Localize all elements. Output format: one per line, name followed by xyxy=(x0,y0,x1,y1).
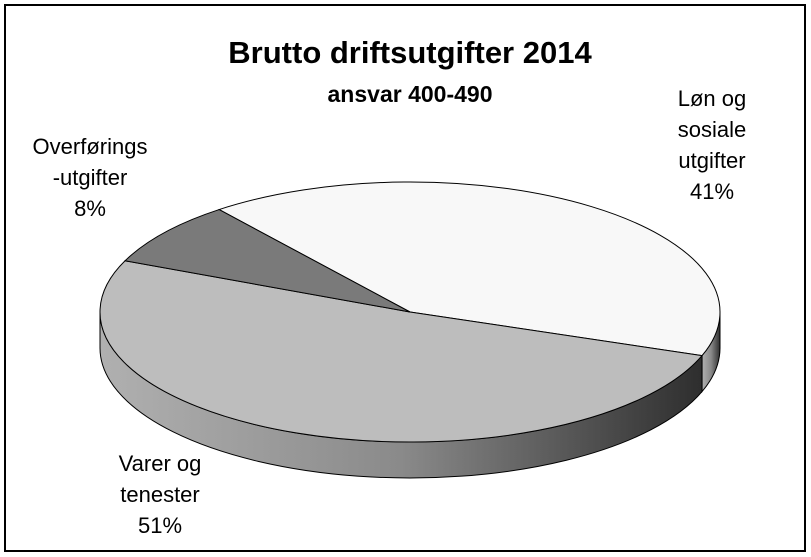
slice-value-label: 51% xyxy=(138,513,182,538)
slice-label-line: sosiale xyxy=(678,117,746,142)
slice-label-line: Løn og xyxy=(678,86,747,111)
slice-label-line: utgifter xyxy=(678,148,745,173)
slice-value-label: 41% xyxy=(690,179,734,204)
slice-label-line: Varer og xyxy=(119,451,202,476)
slice-label: Overførings -utgifter 8% xyxy=(33,134,148,221)
chart-subtitle: ansvar 400-490 xyxy=(328,81,493,107)
slice xyxy=(217,181,721,357)
slice-label-line: Overførings xyxy=(33,134,148,159)
slice-label-line: -utgifter xyxy=(53,165,128,190)
slice-label-line: tenester xyxy=(120,482,200,507)
chart-title: Brutto driftsutgifter 2014 xyxy=(228,35,592,70)
slice-label: Løn og sosiale utgifter 41% xyxy=(678,86,747,204)
slice-label: Varer og tenester 51% xyxy=(119,451,202,538)
slice-value-label: 8% xyxy=(74,196,106,221)
slice xyxy=(124,209,411,313)
slice xyxy=(99,260,704,443)
